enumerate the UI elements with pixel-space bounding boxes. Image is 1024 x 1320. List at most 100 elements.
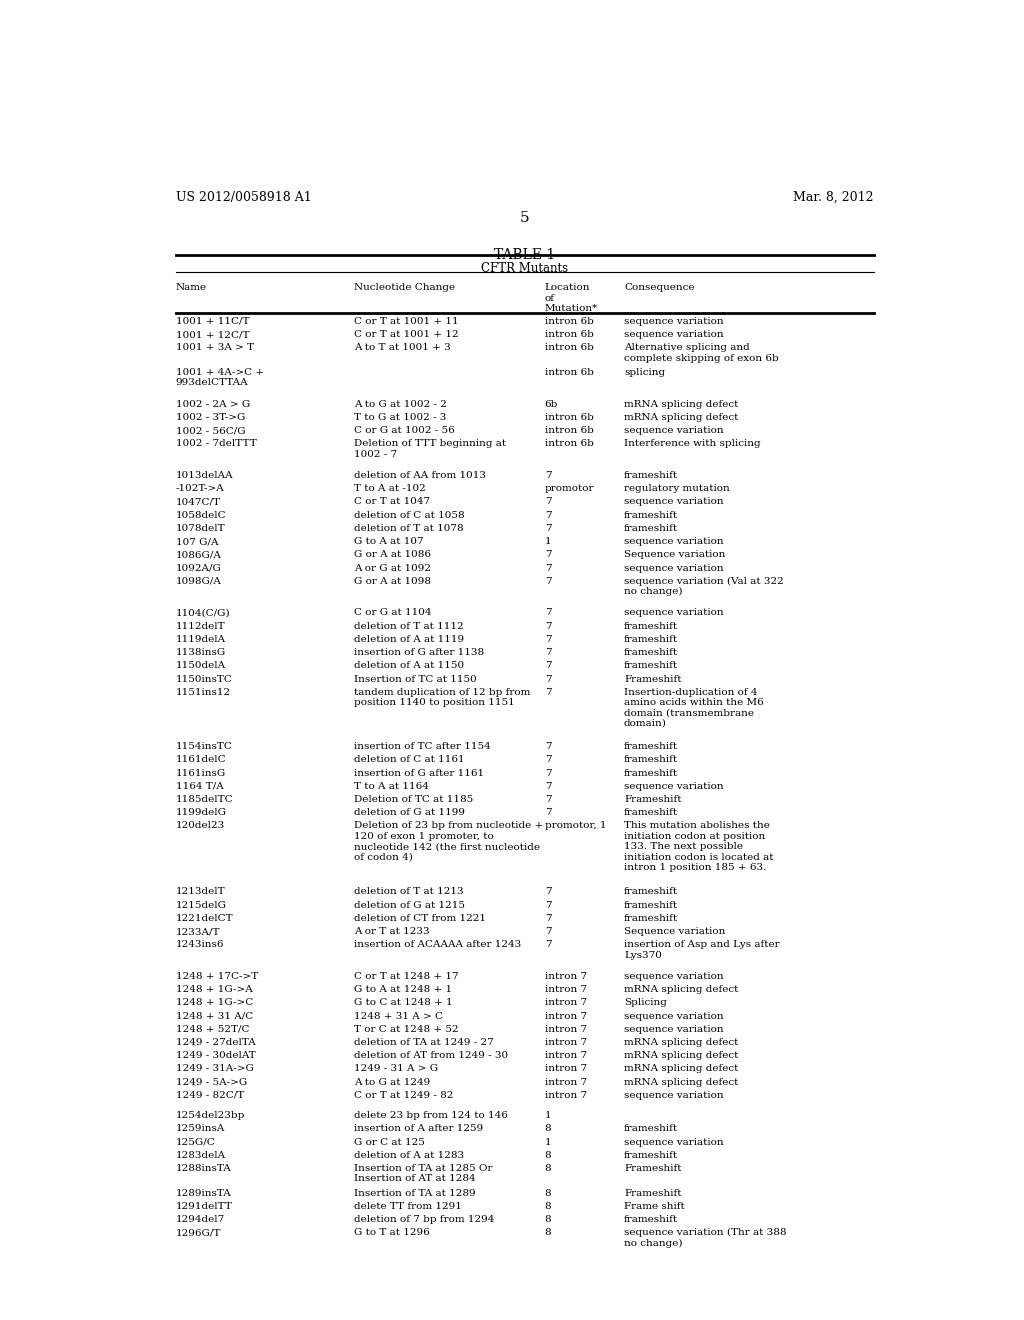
Text: intron 7: intron 7 (545, 1064, 587, 1073)
Text: sequence variation (Thr at 388
no change): sequence variation (Thr at 388 no change… (624, 1229, 786, 1247)
Text: 1092A/G: 1092A/G (176, 564, 221, 573)
Text: 1248 + 1G->A: 1248 + 1G->A (176, 985, 252, 994)
Text: 7: 7 (545, 781, 551, 791)
Text: 5: 5 (520, 211, 529, 226)
Text: 1119delA: 1119delA (176, 635, 225, 644)
Text: frameshift: frameshift (624, 1125, 678, 1134)
Text: 1185delTC: 1185delTC (176, 795, 233, 804)
Text: frameshift: frameshift (624, 511, 678, 520)
Text: 7: 7 (545, 471, 551, 480)
Text: Consequence: Consequence (624, 284, 694, 293)
Text: 1213delT: 1213delT (176, 887, 225, 896)
Text: 1013delAA: 1013delAA (176, 471, 233, 480)
Text: 1283delA: 1283delA (176, 1151, 225, 1160)
Text: 7: 7 (545, 887, 551, 896)
Text: mRNA splicing defect: mRNA splicing defect (624, 1077, 738, 1086)
Text: 1161delC: 1161delC (176, 755, 226, 764)
Text: Frameshift: Frameshift (624, 1188, 682, 1197)
Text: 1289insTA: 1289insTA (176, 1188, 231, 1197)
Text: frameshift: frameshift (624, 622, 678, 631)
Text: frameshift: frameshift (624, 1151, 678, 1160)
Text: Name: Name (176, 284, 207, 293)
Text: sequence variation: sequence variation (624, 498, 724, 507)
Text: A or T at 1233: A or T at 1233 (354, 927, 430, 936)
Text: T or C at 1248 + 52: T or C at 1248 + 52 (354, 1024, 459, 1034)
Text: 1001 + 12C/T: 1001 + 12C/T (176, 330, 249, 339)
Text: deletion of AT from 1249 - 30: deletion of AT from 1249 - 30 (354, 1051, 508, 1060)
Text: Frameshift: Frameshift (624, 675, 682, 684)
Text: 1002 - 2A > G: 1002 - 2A > G (176, 400, 250, 409)
Text: deletion of T at 1213: deletion of T at 1213 (354, 887, 464, 896)
Text: 8: 8 (545, 1125, 551, 1134)
Text: frameshift: frameshift (624, 471, 678, 480)
Text: 7: 7 (545, 688, 551, 697)
Text: sequence variation: sequence variation (624, 330, 724, 339)
Text: A or G at 1092: A or G at 1092 (354, 564, 431, 573)
Text: T to A at -102: T to A at -102 (354, 484, 426, 494)
Text: C or T at 1001 + 12: C or T at 1001 + 12 (354, 330, 459, 339)
Text: 7: 7 (545, 661, 551, 671)
Text: G to C at 1248 + 1: G to C at 1248 + 1 (354, 998, 453, 1007)
Text: promotor: promotor (545, 484, 594, 494)
Text: mRNA splicing defect: mRNA splicing defect (624, 1038, 738, 1047)
Text: sequence variation: sequence variation (624, 426, 724, 436)
Text: frameshift: frameshift (624, 768, 678, 777)
Text: 8: 8 (545, 1214, 551, 1224)
Text: sequence variation: sequence variation (624, 609, 724, 618)
Text: deletion of 7 bp from 1294: deletion of 7 bp from 1294 (354, 1214, 495, 1224)
Text: intron 7: intron 7 (545, 1024, 587, 1034)
Text: 1248 + 52T/C: 1248 + 52T/C (176, 1024, 249, 1034)
Text: 1248 + 1G->C: 1248 + 1G->C (176, 998, 253, 1007)
Text: Frameshift: Frameshift (624, 795, 682, 804)
Text: sequence variation: sequence variation (624, 781, 724, 791)
Text: 1: 1 (545, 1111, 551, 1121)
Text: frameshift: frameshift (624, 635, 678, 644)
Text: G to A at 1248 + 1: G to A at 1248 + 1 (354, 985, 453, 994)
Text: 1: 1 (545, 1138, 551, 1147)
Text: insertion of TC after 1154: insertion of TC after 1154 (354, 742, 490, 751)
Text: intron 6b: intron 6b (545, 330, 594, 339)
Text: 7: 7 (545, 622, 551, 631)
Text: deletion of C at 1161: deletion of C at 1161 (354, 755, 465, 764)
Text: sequence variation: sequence variation (624, 1090, 724, 1100)
Text: mRNA splicing defect: mRNA splicing defect (624, 413, 738, 422)
Text: promotor, 1: promotor, 1 (545, 821, 606, 830)
Text: intron 7: intron 7 (545, 1011, 587, 1020)
Text: frameshift: frameshift (624, 808, 678, 817)
Text: 1078delT: 1078delT (176, 524, 225, 533)
Text: sequence variation: sequence variation (624, 537, 724, 546)
Text: Deletion of TC at 1185: Deletion of TC at 1185 (354, 795, 473, 804)
Text: 1104(C/G): 1104(C/G) (176, 609, 230, 618)
Text: Alternative splicing and
complete skipping of exon 6b: Alternative splicing and complete skippi… (624, 343, 778, 363)
Text: Frame shift: Frame shift (624, 1201, 685, 1210)
Text: 1086G/A: 1086G/A (176, 550, 221, 560)
Text: 1249 - 31A->G: 1249 - 31A->G (176, 1064, 254, 1073)
Text: -102T->A: -102T->A (176, 484, 224, 494)
Text: 7: 7 (545, 795, 551, 804)
Text: intron 6b: intron 6b (545, 368, 594, 378)
Text: 1150insTC: 1150insTC (176, 675, 232, 684)
Text: Nucleotide Change: Nucleotide Change (354, 284, 456, 293)
Text: mRNA splicing defect: mRNA splicing defect (624, 400, 738, 409)
Text: insertion of G after 1161: insertion of G after 1161 (354, 768, 484, 777)
Text: 7: 7 (545, 609, 551, 618)
Text: 1138insG: 1138insG (176, 648, 226, 657)
Text: 6b: 6b (545, 400, 558, 409)
Text: G or C at 125: G or C at 125 (354, 1138, 425, 1147)
Text: G to A at 107: G to A at 107 (354, 537, 424, 546)
Text: 1249 - 31 A > G: 1249 - 31 A > G (354, 1064, 438, 1073)
Text: C or T at 1001 + 11: C or T at 1001 + 11 (354, 317, 459, 326)
Text: C or T at 1248 + 17: C or T at 1248 + 17 (354, 972, 459, 981)
Text: 1058delC: 1058delC (176, 511, 226, 520)
Text: 7: 7 (545, 675, 551, 684)
Text: G to T at 1296: G to T at 1296 (354, 1229, 430, 1237)
Text: insertion of Asp and Lys after
Lys370: insertion of Asp and Lys after Lys370 (624, 940, 779, 960)
Text: 125G/C: 125G/C (176, 1138, 215, 1147)
Text: intron 7: intron 7 (545, 1051, 587, 1060)
Text: T to A at 1164: T to A at 1164 (354, 781, 429, 791)
Text: 7: 7 (545, 564, 551, 573)
Text: intron 7: intron 7 (545, 972, 587, 981)
Text: 1002 - 3T->G: 1002 - 3T->G (176, 413, 245, 422)
Text: deletion of T at 1112: deletion of T at 1112 (354, 622, 464, 631)
Text: insertion of A after 1259: insertion of A after 1259 (354, 1125, 483, 1134)
